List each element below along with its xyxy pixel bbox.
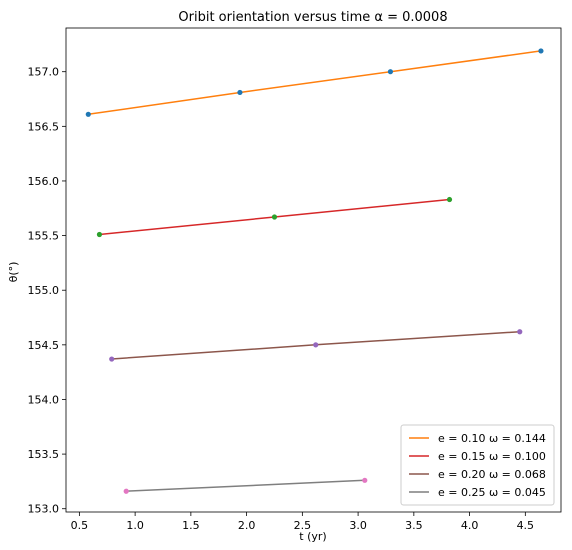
data-point-series-1 bbox=[538, 48, 544, 54]
data-point-series-4 bbox=[362, 477, 368, 483]
data-point-series-3 bbox=[109, 356, 115, 362]
x-tick-label: 4.0 bbox=[461, 519, 479, 532]
y-tick-label: 155.5 bbox=[28, 230, 60, 243]
legend-label-3: e = 0.20 ω = 0.068 bbox=[438, 468, 546, 481]
x-axis-title: t (yr) bbox=[299, 530, 326, 543]
y-tick-label: 153.5 bbox=[28, 448, 60, 461]
legend-label-2: e = 0.15 ω = 0.100 bbox=[438, 450, 546, 463]
y-tick-label: 156.0 bbox=[28, 175, 60, 188]
axes-frame bbox=[65, 27, 562, 513]
x-tick-label: 3.5 bbox=[405, 519, 423, 532]
series-line-4 bbox=[126, 479, 365, 492]
x-tick-label: 3.0 bbox=[349, 519, 367, 532]
legend-label-1: e = 0.10 ω = 0.144 bbox=[438, 432, 546, 445]
y-tick-label: 154.0 bbox=[28, 393, 60, 406]
legend-box bbox=[400, 424, 555, 506]
data-point-series-1 bbox=[237, 89, 243, 96]
x-tick-label: 4.5 bbox=[517, 519, 535, 532]
y-tick-label: 155.0 bbox=[28, 284, 60, 297]
legend-label-4: e = 0.25 ω = 0.045 bbox=[438, 486, 546, 499]
y-axis-title: θ(°) bbox=[7, 262, 20, 283]
chart-title: Oribit orientation versus time α = 0.000… bbox=[178, 10, 447, 25]
data-point-series-2 bbox=[271, 214, 278, 220]
data-point-series-3 bbox=[517, 329, 523, 335]
x-tick-label: 2.5 bbox=[294, 519, 312, 532]
x-tick-label: 2.0 bbox=[238, 519, 256, 532]
plot-area: 0.5 1.0 1.5 2.0 2.5 3.0 3.5 4.0 4.5 153.0 153.5 154… bbox=[28, 27, 562, 532]
y-tick-label: 154.5 bbox=[28, 339, 60, 352]
y-tick-label: 157.0 bbox=[28, 66, 60, 79]
y-tick-label: 156.5 bbox=[28, 120, 60, 133]
data-point-series-1 bbox=[85, 111, 91, 117]
data-point-series-3 bbox=[313, 342, 319, 348]
y-tick-label: 153.0 bbox=[28, 503, 60, 516]
x-tick-label: 1.5 bbox=[182, 519, 200, 532]
series-line-1 bbox=[88, 50, 542, 116]
x-tick-label: 0.5 bbox=[71, 519, 89, 532]
data-point-series-4 bbox=[123, 488, 129, 494]
data-point-series-1 bbox=[387, 69, 394, 75]
x-tick-label: 1.0 bbox=[126, 519, 144, 532]
data-point-series-2 bbox=[446, 196, 453, 203]
data-point-series-2 bbox=[96, 231, 103, 238]
